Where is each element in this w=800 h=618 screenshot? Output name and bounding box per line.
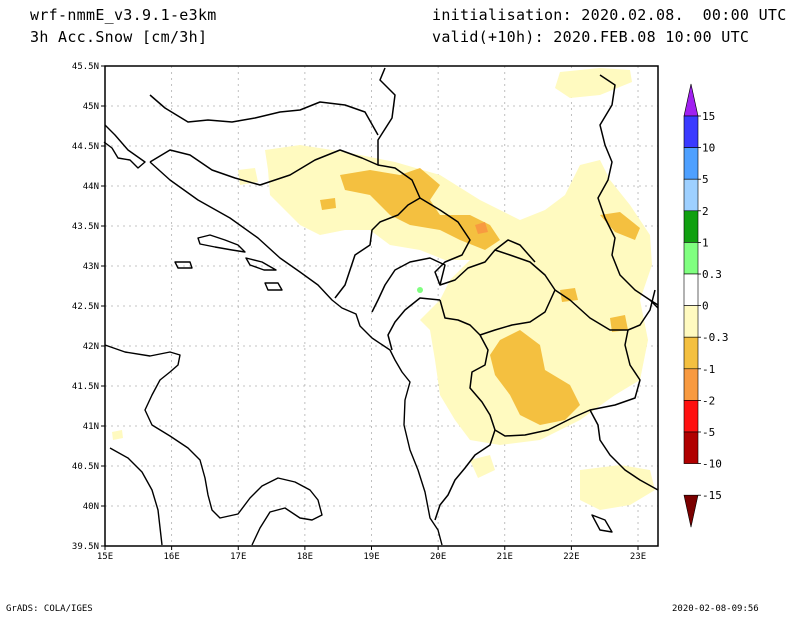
map-frame	[104, 65, 659, 547]
footer-timestamp: 2020-02-08-09:56	[672, 604, 759, 614]
footer-credit: GrADS: COLA/IGES	[6, 604, 93, 614]
lon-tick-label: 20E	[430, 552, 446, 562]
country-borders	[149, 67, 659, 521]
colorbar-label: 2	[702, 205, 709, 218]
lon-tick-label: 18E	[297, 552, 313, 562]
lat-tick-label: 45N	[83, 102, 99, 112]
lon-tick-label: 15E	[97, 552, 113, 562]
colorbar-swatch	[683, 336, 699, 370]
colorbar-swatch	[683, 210, 699, 243]
lat-tick-label: 39.5N	[72, 542, 99, 552]
snow-field-heavy	[475, 222, 488, 234]
colorbar-label: 10	[702, 142, 715, 155]
colorbar-label: -15	[702, 489, 722, 502]
colorbar-swatch	[683, 178, 699, 212]
lon-tick-label: 22E	[563, 552, 579, 562]
lat-tick-label: 41N	[83, 422, 99, 432]
lon-tick-label: 19E	[363, 552, 379, 562]
valid-time: valid(+10h): 2020.FEB.08 10:00 UTC	[432, 28, 750, 46]
initialisation-time: initialisation: 2020.02.08. 00:00 UTC	[432, 6, 787, 24]
colorbar-swatch	[683, 147, 699, 180]
colorbar-swatch	[683, 368, 699, 401]
colorbar-label: -2	[702, 394, 715, 407]
colorbar-swatch	[683, 305, 699, 338]
lon-tick-label: 16E	[163, 552, 179, 562]
lat-tick-label: 41.5N	[72, 382, 99, 392]
lat-tick-label: 43.5N	[72, 222, 99, 232]
colorbar-label: -1	[702, 363, 715, 376]
colorbar-label: 1	[702, 236, 709, 249]
variable-title: 3h Acc.Snow [cm/3h]	[30, 28, 208, 46]
lon-tick-label: 21E	[497, 552, 513, 562]
colorbar-swatch	[683, 242, 699, 275]
lat-tick-label: 40.5N	[72, 462, 99, 472]
snow-field-light	[112, 68, 655, 510]
colorbar-label: 0	[702, 300, 709, 313]
colorbar-label: -0.3	[702, 331, 729, 344]
lat-tick-label: 42.5N	[72, 302, 99, 312]
snow-field-moderate	[320, 168, 640, 425]
colorbar-label: 5	[702, 173, 709, 186]
lat-tick-label: 44.5N	[72, 142, 99, 152]
lat-tick-label: 43N	[83, 262, 99, 272]
colorbar-swatch	[683, 273, 699, 306]
colorbar-swatch	[683, 83, 699, 117]
lon-tick-label: 23E	[630, 552, 646, 562]
lon-tick-label: 17E	[230, 552, 246, 562]
lat-tick-label: 45.5N	[72, 62, 99, 72]
colorbar-swatch	[683, 494, 699, 528]
coastlines	[103, 124, 613, 546]
colorbar-label: -5	[702, 426, 715, 439]
model-title: wrf-nmmE_v3.9.1-e3km	[30, 6, 217, 24]
colorbar-swatch	[683, 431, 699, 464]
lat-tick-label: 42N	[83, 342, 99, 352]
colorbar-label: 15	[702, 110, 715, 123]
lat-tick-label: 44N	[83, 182, 99, 192]
colorbar-swatch	[683, 115, 699, 148]
lat-tick-label: 40N	[83, 502, 99, 512]
snow-field-green-spot	[417, 287, 423, 293]
colorbar-label: 0.3	[702, 268, 722, 281]
colorbar-swatch	[683, 400, 699, 433]
colorbar-label: -10	[702, 458, 722, 471]
colorbar: 15 10 5 2 1 0.3 0 -0.3 -1 -2 -5 -10 -15	[683, 83, 729, 528]
